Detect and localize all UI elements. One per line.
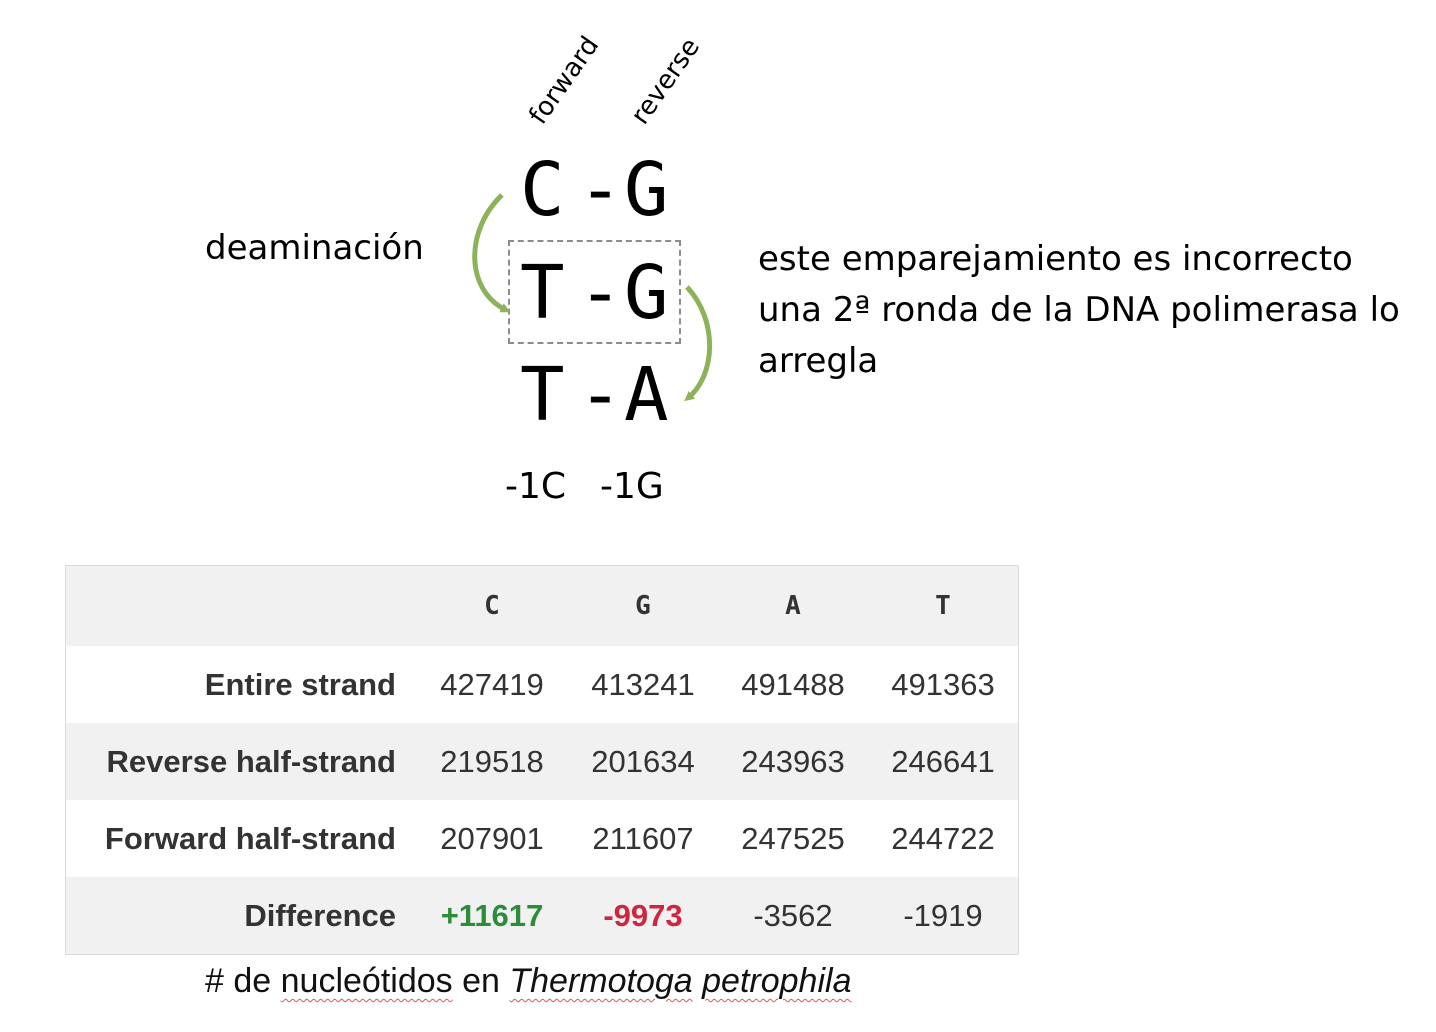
- caption-epithet: petrophila: [702, 962, 852, 1000]
- table-cell: 413241: [591, 667, 695, 702]
- base-pair-2-reverse: G: [624, 250, 669, 336]
- base-pair-3-forward: T: [520, 352, 565, 438]
- difference-cell-t: -1919: [903, 898, 983, 933]
- row-label: Entire strand: [204, 667, 396, 702]
- table-cell: 427419: [440, 667, 544, 702]
- table-cell: 244722: [891, 821, 995, 856]
- table-caption: # de nucleótidos en Thermotoga petrophil…: [205, 962, 851, 1001]
- mismatch-note-line-2: una 2ª ronda de la DNA polimerasa lo: [758, 290, 1400, 330]
- base-pair-1-forward: C: [520, 147, 565, 233]
- table-cell: 491488: [741, 667, 845, 702]
- table-header-row: C G A T: [66, 566, 1018, 646]
- column-header-t: T: [935, 591, 951, 621]
- mismatch-note: este emparejamiento es incorrecto una 2ª…: [758, 234, 1428, 387]
- table-cell: 219518: [440, 744, 544, 779]
- base-pair-2: T - G: [520, 248, 680, 338]
- base-pair-2-dash: -: [578, 250, 623, 336]
- difference-cell-g: -9973: [603, 898, 683, 933]
- difference-cell-c: +11617: [440, 898, 544, 933]
- row-label: Difference: [244, 898, 396, 933]
- table-cell: 246641: [891, 744, 995, 779]
- table-cell: 211607: [592, 821, 694, 856]
- table-cell: 491363: [891, 667, 995, 702]
- table-row: Difference +11617 -9973 -3562 -1919: [66, 877, 1018, 954]
- table-cell: 201634: [591, 744, 695, 779]
- table-cell: 247525: [741, 821, 845, 856]
- table-row: Entire strand 427419 413241 491488 49136…: [66, 646, 1018, 723]
- deamination-arrow: [472, 193, 511, 313]
- table-cell: 207901: [440, 821, 544, 856]
- table-cell: 243963: [741, 744, 845, 779]
- column-header-a: A: [785, 591, 801, 621]
- caption-middle: en: [452, 962, 510, 1000]
- caption-genus: Thermotoga: [509, 962, 693, 1000]
- mismatch-note-line-1: este emparejamiento es incorrecto: [758, 239, 1353, 279]
- mismatch-note-line-3: arregla: [758, 341, 879, 381]
- base-pair-1-reverse: G: [624, 147, 669, 233]
- minus-1g-label: -1G: [600, 466, 664, 507]
- row-label: Forward half-strand: [104, 821, 396, 856]
- minus-1c-label: -1C: [505, 466, 567, 507]
- base-pair-3-dash: -: [578, 352, 623, 438]
- caption-word: nucleótidos: [280, 962, 453, 1000]
- deamination-label: deaminación: [205, 228, 424, 268]
- column-header-g: G: [635, 591, 651, 621]
- difference-cell-a: -3562: [753, 898, 833, 933]
- caption-prefix: # de: [205, 962, 281, 1000]
- table-row: Reverse half-strand 219518 201634 243963…: [66, 723, 1018, 800]
- base-pair-3: T - A: [520, 350, 680, 440]
- repair-arrow: [684, 285, 713, 402]
- base-pair-1: C - G: [520, 145, 680, 235]
- mismatch-highlight-box: [508, 240, 681, 344]
- base-pair-3-reverse: A: [624, 352, 669, 438]
- nucleotide-count-table: C G A T Entire strand 427419 413241 4914…: [65, 565, 1019, 955]
- base-pair-1-dash: -: [578, 147, 623, 233]
- base-pair-2-forward: T: [520, 250, 565, 336]
- row-label: Reverse half-strand: [106, 744, 396, 779]
- table-row: Forward half-strand 207901 211607 247525…: [66, 800, 1018, 877]
- column-header-c: C: [484, 591, 500, 621]
